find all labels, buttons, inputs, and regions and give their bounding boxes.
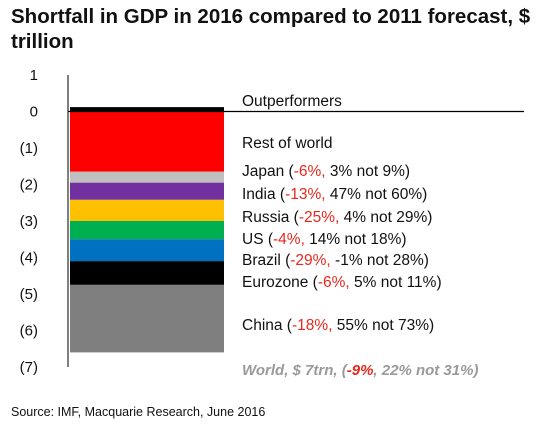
bar-segment-china: [70, 284, 224, 353]
y-tick-label: (6): [20, 323, 38, 340]
y-tick-label: (1): [20, 140, 38, 157]
bar-segment-us: [70, 221, 224, 240]
y-tick-label: (3): [20, 213, 38, 230]
bar-segment-row: [70, 111, 224, 172]
source-note: Source: IMF, Macquarie Research, June 20…: [11, 405, 266, 419]
bar-segment-japan: [70, 171, 224, 183]
bar-segment-brazil: [70, 239, 224, 262]
y-tick-label: (2): [20, 177, 38, 194]
segment-label-outperformers: Outperformers: [242, 93, 342, 110]
segment-label-russia: Russia (-25%, 4% not 29%): [242, 209, 432, 226]
y-tick-label: 0: [30, 104, 38, 121]
segment-label-india: India (-13%, 47% not 60%): [242, 186, 427, 203]
segment-label-china: China (-18%, 55% not 73%): [242, 317, 434, 334]
y-tick-label: (7): [20, 359, 38, 376]
segment-label-row: Rest of world: [242, 135, 332, 152]
segment-label-japan: Japan (-6%, 3% not 9%): [242, 163, 410, 180]
segment-label-brazil: Brazil (-29%, -1% not 28%): [242, 252, 429, 269]
total-annotation: World, $ 7trn, (-9%, 22% not 31%): [242, 362, 478, 379]
y-tick-label: 1: [30, 67, 38, 84]
y-tick-label: (5): [20, 286, 38, 303]
bar-segment-india: [70, 182, 224, 200]
bar-segment-russia: [70, 199, 224, 221]
bar-segment-eurozone: [70, 261, 224, 285]
segment-label-us: US (-4%, 14% not 18%): [242, 231, 407, 248]
y-tick-label: (4): [20, 250, 38, 267]
chart-plot: 1 0 (1) (2) (3) (4) (5) (6) (7) Outperformers Rest…: [20, 67, 524, 379]
bar-segment-outperformers: [70, 107, 224, 112]
chart-title: Shortfall in GDP in 2016 compared to 201…: [11, 5, 531, 53]
segment-label-eurozone: Eurozone (-6%, 5% not 11%): [242, 274, 442, 291]
